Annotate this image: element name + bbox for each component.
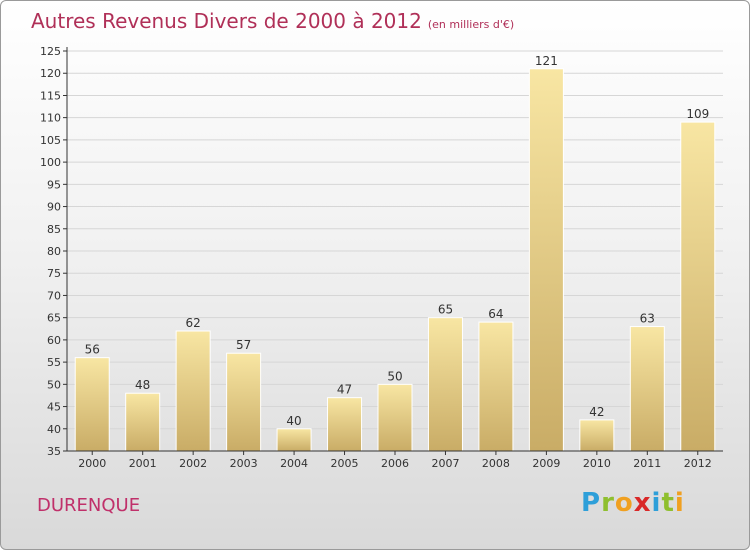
y-tick-label: 75 bbox=[47, 267, 61, 280]
x-tick-label: 2003 bbox=[230, 457, 258, 470]
y-tick-label: 115 bbox=[40, 89, 61, 102]
bar bbox=[680, 121, 716, 452]
x-tick-label: 2002 bbox=[179, 457, 207, 470]
x-tick-label: 2007 bbox=[431, 457, 459, 470]
bar bbox=[276, 428, 312, 452]
y-tick-label: 70 bbox=[47, 289, 61, 302]
data-label: 40 bbox=[286, 414, 301, 428]
bar bbox=[478, 321, 514, 452]
data-label: 42 bbox=[589, 405, 604, 419]
y-tick-label: 80 bbox=[47, 245, 61, 258]
y-tick-label: 120 bbox=[40, 67, 61, 80]
proxiti-logo: Proxiti bbox=[581, 488, 685, 518]
y-tick-label: 55 bbox=[47, 356, 61, 369]
bar bbox=[125, 392, 161, 452]
location-label: DURENQUE bbox=[37, 495, 141, 516]
x-tick-label: 2006 bbox=[381, 457, 409, 470]
bar bbox=[226, 352, 262, 452]
y-tick-label: 60 bbox=[47, 334, 61, 347]
bar bbox=[528, 68, 564, 452]
logo-letter: x bbox=[633, 488, 652, 518]
bar bbox=[74, 357, 110, 452]
y-tick-label: 35 bbox=[47, 445, 61, 458]
y-tick-label: 90 bbox=[47, 201, 61, 214]
data-label: 62 bbox=[186, 316, 201, 330]
bar bbox=[377, 383, 413, 452]
x-tick-label: 2009 bbox=[532, 457, 560, 470]
logo-letter: i bbox=[674, 488, 685, 518]
chart-title: Autres Revenus Divers de 2000 à 2012 (en … bbox=[31, 9, 514, 33]
logo-letter: i bbox=[651, 488, 662, 518]
data-label: 56 bbox=[85, 343, 100, 357]
data-label: 63 bbox=[640, 312, 655, 326]
logo-letter: P bbox=[581, 488, 602, 518]
x-tick-label: 2005 bbox=[331, 457, 359, 470]
logo-letter: r bbox=[601, 488, 615, 518]
y-tick-label: 105 bbox=[40, 134, 61, 147]
data-label: 57 bbox=[236, 338, 251, 352]
y-tick-label: 125 bbox=[40, 45, 61, 58]
y-tick-label: 85 bbox=[47, 223, 61, 236]
data-label: 47 bbox=[337, 383, 352, 397]
y-tick-label: 45 bbox=[47, 401, 61, 414]
data-label: 48 bbox=[135, 378, 150, 392]
x-tick-label: 2010 bbox=[583, 457, 611, 470]
data-label: 109 bbox=[686, 107, 709, 121]
bar bbox=[327, 397, 363, 452]
chart-subtitle: (en milliers d'€) bbox=[427, 18, 515, 31]
logo-letter: t bbox=[661, 488, 675, 518]
y-tick-label: 110 bbox=[40, 112, 61, 125]
bar bbox=[175, 330, 211, 452]
bar bbox=[579, 419, 615, 452]
y-tick-label: 95 bbox=[47, 178, 61, 191]
y-tick-label: 50 bbox=[47, 378, 61, 391]
x-tick-label: 2012 bbox=[684, 457, 712, 470]
logo-letter: o bbox=[614, 488, 634, 518]
y-tick-label: 65 bbox=[47, 312, 61, 325]
bar bbox=[629, 326, 665, 452]
x-tick-label: 2001 bbox=[129, 457, 157, 470]
data-label: 121 bbox=[535, 54, 558, 68]
x-tick-label: 2011 bbox=[633, 457, 661, 470]
x-tick-label: 2004 bbox=[280, 457, 308, 470]
bar bbox=[427, 317, 463, 452]
y-tick-label: 40 bbox=[47, 423, 61, 436]
x-tick-label: 2000 bbox=[78, 457, 106, 470]
data-label: 65 bbox=[438, 303, 453, 317]
data-label: 50 bbox=[387, 369, 402, 383]
x-tick-label: 2008 bbox=[482, 457, 510, 470]
data-label: 64 bbox=[488, 307, 503, 321]
y-tick-label: 100 bbox=[40, 156, 61, 169]
chart-title-text: Autres Revenus Divers de 2000 à 2012 bbox=[31, 9, 422, 33]
